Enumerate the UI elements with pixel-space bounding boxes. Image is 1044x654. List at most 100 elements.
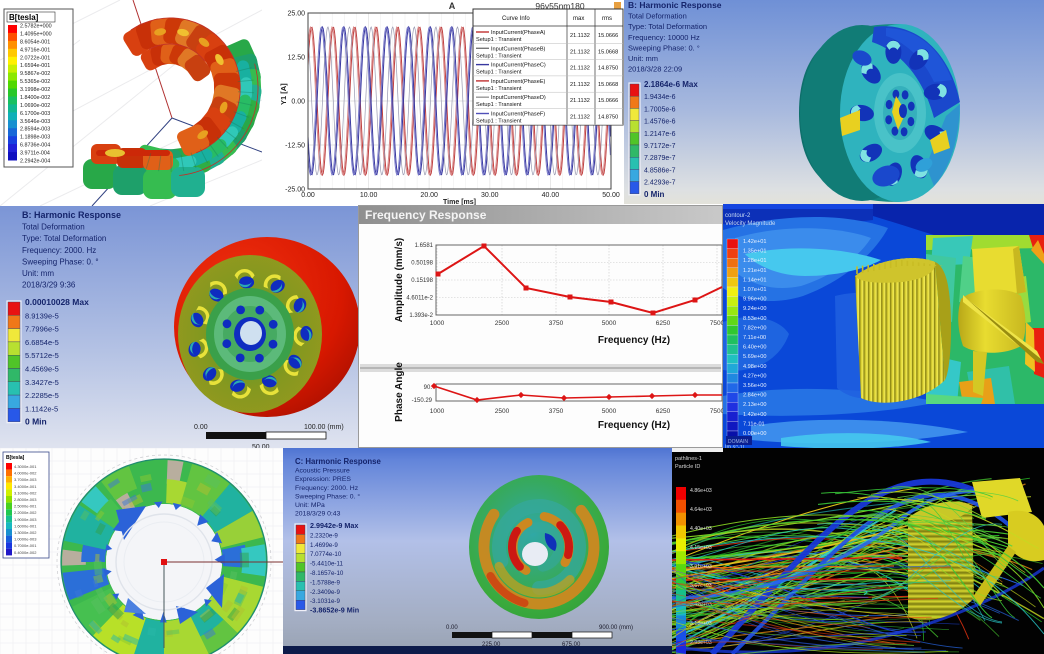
svg-text:Frequency (Hz): Frequency (Hz) bbox=[598, 335, 670, 346]
svg-text:5.69e+00: 5.69e+00 bbox=[743, 354, 767, 360]
svg-text:1.4095e+000: 1.4095e+000 bbox=[20, 31, 52, 37]
svg-text:Unit: mm: Unit: mm bbox=[628, 54, 658, 63]
svg-text:InputCurrent(PhaseA): InputCurrent(PhaseA) bbox=[491, 30, 546, 36]
svg-text:7.2879e-7: 7.2879e-7 bbox=[644, 155, 676, 162]
svg-text:15.0666: 15.0666 bbox=[598, 33, 618, 39]
svg-text:InputCurrent(PhaseD): InputCurrent(PhaseD) bbox=[491, 95, 546, 101]
svg-text:225.00: 225.00 bbox=[482, 642, 501, 648]
svg-text:3.9711e-004: 3.9711e-004 bbox=[20, 151, 50, 157]
svg-text:Total Deformation: Total Deformation bbox=[628, 12, 687, 21]
svg-text:Amplitude (mm/s): Amplitude (mm/s) bbox=[394, 238, 405, 322]
svg-text:Expression: PRES: Expression: PRES bbox=[295, 476, 351, 483]
svg-text:6.6854e-5: 6.6854e-5 bbox=[25, 338, 59, 347]
svg-text:-12.50: -12.50 bbox=[285, 143, 305, 150]
svg-text:21.1132: 21.1132 bbox=[570, 82, 590, 88]
svg-text:Type: Total Deformation: Type: Total Deformation bbox=[22, 234, 106, 243]
svg-text:2.0722e-001: 2.0722e-001 bbox=[20, 55, 50, 61]
svg-text:1.6000e-001: 1.6000e-001 bbox=[14, 523, 37, 528]
svg-text:Total Deformation: Total Deformation bbox=[22, 223, 85, 232]
svg-text:1.35e+01: 1.35e+01 bbox=[743, 249, 767, 255]
svg-text:1.2147e-6: 1.2147e-6 bbox=[644, 131, 676, 138]
svg-text:2.8000e-003: 2.8000e-003 bbox=[14, 497, 37, 502]
svg-text:900.00 (mm): 900.00 (mm) bbox=[599, 625, 633, 631]
svg-text:2.5782e+000: 2.5782e+000 bbox=[20, 24, 52, 30]
svg-text:rms: rms bbox=[602, 16, 612, 22]
svg-text:Sweeping Phase: 0. °: Sweeping Phase: 0. ° bbox=[22, 257, 99, 266]
svg-text:30.00: 30.00 bbox=[481, 192, 499, 199]
svg-text:4.15e+03: 4.15e+03 bbox=[690, 545, 712, 551]
svg-text:4.4569e-5: 4.4569e-5 bbox=[25, 365, 59, 374]
svg-text:2500: 2500 bbox=[495, 320, 510, 327]
svg-text:3.4000e-001: 3.4000e-001 bbox=[14, 484, 37, 489]
svg-text:1.42e+01: 1.42e+01 bbox=[743, 239, 767, 245]
svg-text:2.1864e-6 Max: 2.1864e-6 Max bbox=[644, 80, 698, 89]
svg-text:DOMAIN: DOMAIN bbox=[728, 439, 748, 445]
svg-text:21.1132: 21.1132 bbox=[570, 49, 590, 55]
svg-text:7.0774e-10: 7.0774e-10 bbox=[310, 551, 342, 558]
svg-text:25.00: 25.00 bbox=[287, 11, 305, 18]
svg-text:0.00: 0.00 bbox=[301, 192, 315, 199]
svg-text:2500: 2500 bbox=[495, 408, 510, 415]
svg-text:0.00: 0.00 bbox=[291, 99, 305, 106]
svg-text:6.40e+00: 6.40e+00 bbox=[743, 345, 767, 351]
svg-text:1.9434e-6: 1.9434e-6 bbox=[644, 94, 676, 101]
svg-text:1.28e+01: 1.28e+01 bbox=[743, 258, 767, 264]
svg-text:1.7005e-6: 1.7005e-6 bbox=[644, 106, 676, 113]
svg-text:-1.5788e-9: -1.5788e-9 bbox=[310, 579, 340, 586]
svg-text:B[tesla]: B[tesla] bbox=[6, 455, 25, 461]
svg-text:4.40e+03: 4.40e+03 bbox=[690, 526, 712, 532]
svg-text:Frequency: 10000 Hz: Frequency: 10000 Hz bbox=[628, 33, 700, 42]
svg-text:5000: 5000 bbox=[602, 408, 617, 415]
svg-text:90.: 90. bbox=[424, 385, 433, 391]
svg-text:15.0668: 15.0668 bbox=[598, 49, 618, 55]
svg-text:Sweeping Phase: 0. °: Sweeping Phase: 0. ° bbox=[295, 492, 360, 500]
svg-text:0 Min: 0 Min bbox=[644, 190, 665, 199]
svg-text:Sweeping Phase: 0. °: Sweeping Phase: 0. ° bbox=[628, 43, 700, 52]
svg-text:-3.8652e-9 Min: -3.8652e-9 Min bbox=[310, 606, 359, 615]
svg-text:3.56e+00: 3.56e+00 bbox=[743, 383, 767, 389]
svg-text:2018/3/28 22:09: 2018/3/28 22:09 bbox=[628, 65, 682, 74]
svg-text:0.50198: 0.50198 bbox=[411, 261, 433, 267]
svg-text:Curve Info: Curve Info bbox=[502, 16, 530, 22]
svg-text:7500: 7500 bbox=[710, 408, 723, 415]
svg-text:8.53e+00: 8.53e+00 bbox=[743, 316, 767, 322]
svg-text:2.5000e-001: 2.5000e-001 bbox=[14, 504, 37, 509]
svg-text:4.86e+03: 4.86e+03 bbox=[690, 488, 712, 494]
svg-text:Type: Total Deformation: Type: Total Deformation bbox=[628, 22, 707, 31]
svg-text:12.50: 12.50 bbox=[287, 55, 305, 62]
svg-text:6.1700e-003: 6.1700e-003 bbox=[20, 111, 50, 117]
svg-text:5000: 5000 bbox=[602, 320, 617, 327]
svg-text:A: A bbox=[449, 1, 456, 11]
svg-text:Velocity Magnitude: Velocity Magnitude bbox=[725, 221, 776, 227]
svg-text:B: Harmonic Response: B: Harmonic Response bbox=[628, 0, 722, 10]
svg-text:1.4576e-6: 1.4576e-6 bbox=[644, 119, 676, 126]
svg-text:-8.1657e-10: -8.1657e-10 bbox=[310, 570, 344, 577]
svg-text:6250: 6250 bbox=[656, 320, 671, 327]
svg-text:8.9139e-5: 8.9139e-5 bbox=[25, 311, 59, 320]
svg-text:4.98e+00: 4.98e+00 bbox=[743, 364, 767, 370]
svg-text:1.07e+01: 1.07e+01 bbox=[743, 287, 767, 293]
svg-text:9.7172e-7: 9.7172e-7 bbox=[644, 143, 676, 150]
svg-text:1.1898e-003: 1.1898e-003 bbox=[20, 135, 50, 141]
svg-text:2.2942e-004: 2.2942e-004 bbox=[20, 159, 50, 165]
svg-text:3750: 3750 bbox=[549, 408, 564, 415]
svg-text:40.00: 40.00 bbox=[542, 192, 560, 199]
svg-text:5.5712e-5: 5.5712e-5 bbox=[25, 351, 59, 360]
svg-text:1.6581: 1.6581 bbox=[415, 243, 434, 249]
svg-text:7500: 7500 bbox=[710, 320, 723, 327]
svg-text:9.24e+00: 9.24e+00 bbox=[743, 306, 767, 312]
svg-text:1.21e+01: 1.21e+01 bbox=[743, 268, 767, 274]
svg-text:-3.1031e-9: -3.1031e-9 bbox=[310, 598, 340, 605]
svg-text:1.9000e-003: 1.9000e-003 bbox=[14, 517, 37, 522]
svg-text:14.8750: 14.8750 bbox=[598, 66, 618, 72]
svg-text:21.1132: 21.1132 bbox=[570, 115, 590, 121]
svg-text:50.00: 50.00 bbox=[252, 444, 270, 448]
svg-text:Setup1 : Transient: Setup1 : Transient bbox=[476, 53, 522, 59]
svg-text:21.1132: 21.1132 bbox=[570, 66, 590, 72]
svg-text:Unit: mm: Unit: mm bbox=[22, 269, 54, 278]
svg-text:Particle ID: Particle ID bbox=[675, 464, 700, 470]
svg-text:4.8586e-7: 4.8586e-7 bbox=[644, 167, 676, 174]
svg-text:4.3000e-001: 4.3000e-001 bbox=[14, 464, 37, 469]
svg-text:Setup1 : Transient: Setup1 : Transient bbox=[476, 37, 522, 43]
svg-text:2.4293e-7: 2.4293e-7 bbox=[644, 180, 676, 187]
